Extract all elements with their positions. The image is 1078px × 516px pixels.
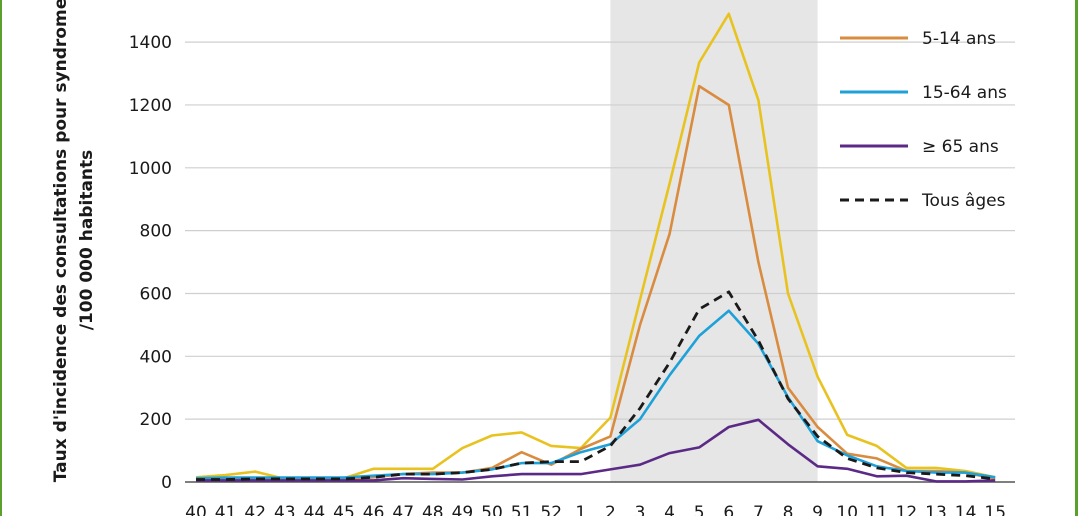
x-tick-label: 9 (812, 503, 823, 516)
series-line (196, 418, 996, 483)
x-tick-label: 13 (925, 503, 947, 516)
y-tick-label: 1200 (129, 96, 172, 116)
x-tick-label: 52 (540, 503, 562, 516)
x-tick-label: 2 (605, 503, 616, 516)
y-tick-label: 0 (161, 473, 172, 493)
x-tick-label: 49 (452, 503, 474, 516)
x-tick-label: 46 (363, 503, 385, 516)
x-tick-label: 41 (215, 503, 237, 516)
y-tick-label: 200 (140, 410, 172, 430)
x-tick-label: 48 (422, 503, 444, 516)
x-tick-label: 50 (481, 503, 503, 516)
y-tick-label: 400 (140, 347, 172, 367)
series-line (195, 309, 996, 480)
x-tick-label: 8 (783, 503, 794, 516)
x-tick-label: 14 (955, 503, 977, 516)
series-line (196, 290, 996, 481)
x-tick-label: 3 (635, 503, 646, 516)
x-tick-label: 10 (836, 503, 858, 516)
x-tick-label: 42 (244, 503, 266, 516)
legend-label: 15-64 ans (922, 83, 1007, 103)
y-axis-label-unit: /100 000 habitants (77, 150, 97, 331)
y-tick-label: 600 (140, 284, 172, 304)
x-tick-label: 5 (694, 503, 705, 516)
x-tick-label: 11 (866, 503, 888, 516)
x-tick-label: 4 (664, 503, 675, 516)
y-tick-label: 800 (140, 222, 172, 242)
epidemic-period-shade (610, 0, 818, 482)
legend-label: ≥ 65 ans (922, 137, 999, 157)
x-tick-label: 47 (392, 503, 414, 516)
x-tick-label: 40 (185, 503, 207, 516)
x-tick-label: 15 (984, 503, 1006, 516)
x-tick-label: 7 (753, 503, 764, 516)
legend-label: 5-14 ans (922, 29, 996, 49)
x-tick-label: 12 (896, 503, 918, 516)
y-tick-label: 1400 (129, 33, 172, 53)
x-tick-label: 1 (575, 503, 586, 516)
x-tick-label: 43 (274, 503, 296, 516)
x-tick-label: 6 (723, 503, 734, 516)
x-tick-label: 45 (333, 503, 355, 516)
y-axis-label: Taux d'incidence des consultations pour … (51, 0, 71, 482)
legend-label: Tous âges (921, 191, 1006, 211)
x-tick-label: 44 (304, 503, 326, 516)
y-tick-label: 1000 (129, 159, 172, 179)
legend: 5-14 ans 15-64 ans ≥ 65 ans Tous âges (840, 29, 1007, 211)
x-tick-label: 51 (511, 503, 533, 516)
series-line (195, 12, 996, 481)
